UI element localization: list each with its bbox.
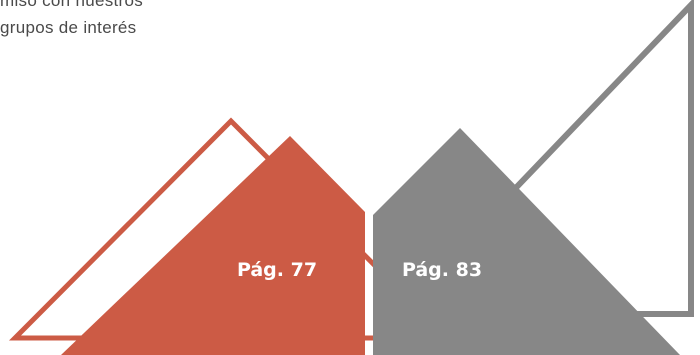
intro-text: miso con nuestros grupos de interés (0, 0, 143, 41)
red-triangle-solid-icon (61, 136, 365, 355)
page-83-link[interactable]: Pág. 83 (373, 128, 680, 355)
gray-triangle-solid-icon (373, 128, 680, 355)
page-77-link[interactable]: Pág. 77 (61, 136, 365, 355)
intro-text-line-1: miso con nuestros (0, 0, 144, 10)
page-83-label: Pág. 83 (402, 259, 482, 281)
intro-text-line-2: grupos de interés (0, 18, 137, 37)
page-77-label: Pág. 77 (237, 259, 317, 281)
